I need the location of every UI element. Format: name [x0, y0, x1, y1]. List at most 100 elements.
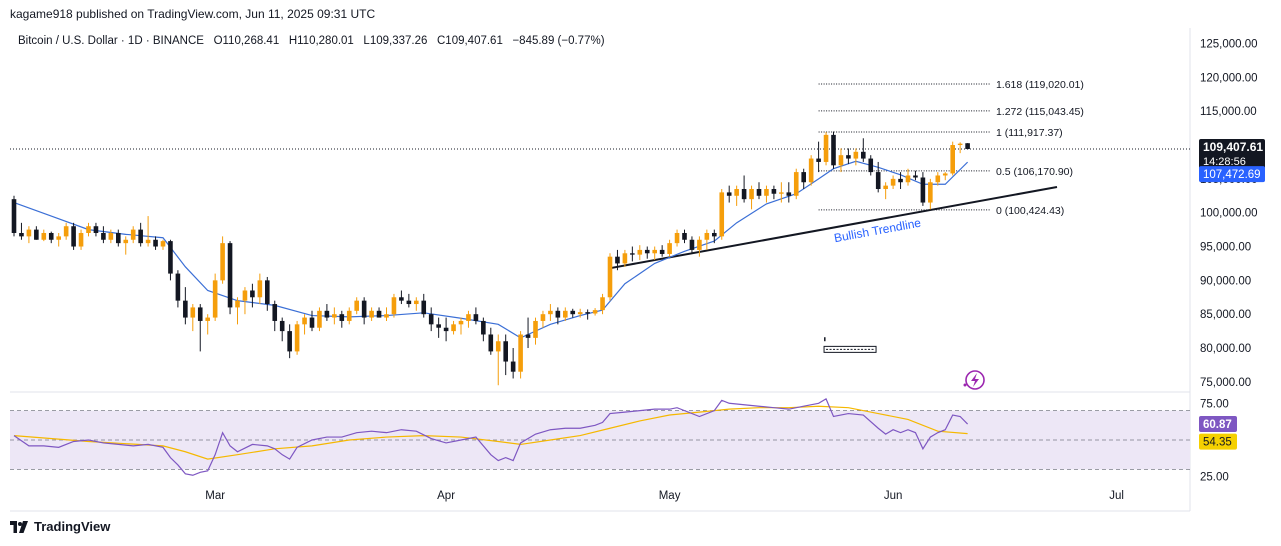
high-label: H: [288, 35, 298, 47]
candle-body: [697, 239, 702, 250]
candle-body: [808, 158, 814, 183]
candle-body: [108, 232, 114, 240]
candle-body: [555, 310, 561, 318]
last-price-tag-label: 109,407.61: [1203, 140, 1263, 154]
candle-body: [540, 314, 546, 321]
candle-body: [294, 324, 300, 352]
lightning-icon-ring: [965, 370, 985, 390]
candle-body: [376, 310, 382, 318]
x-tick-label: Jun: [884, 490, 903, 502]
candle-body: [548, 310, 553, 315]
candle-body: [674, 232, 680, 244]
candle-body: [145, 239, 151, 244]
candle-body: [332, 314, 337, 318]
open-label: O: [213, 35, 223, 47]
candle-body: [324, 310, 330, 318]
candle-body: [607, 256, 613, 298]
candle-body: [488, 334, 494, 352]
position-box: [823, 345, 877, 353]
high-value: 110,280.01: [297, 35, 354, 47]
candle-body: [823, 134, 829, 162]
candle-body: [48, 232, 54, 240]
candle-body: [56, 236, 61, 240]
candle-body: [630, 253, 635, 255]
candle-body: [928, 182, 933, 203]
candle-body: [257, 280, 263, 298]
fib-level-label: 1.618 (119,020.01): [996, 79, 1084, 91]
candle-body: [183, 300, 188, 318]
candle-body: [272, 304, 278, 321]
candle-body: [138, 229, 143, 244]
fib-level-label: 1.272 (115,043.45): [996, 106, 1084, 118]
candle-body: [101, 232, 106, 240]
rsi-ma-line: [13, 405, 968, 460]
bullish-trendline: [609, 185, 1058, 270]
candle-body: [19, 232, 24, 237]
candle-body: [875, 172, 881, 190]
candle-body: [71, 226, 76, 247]
candle-body: [689, 239, 695, 250]
candle-body: [384, 314, 389, 318]
candle-body: [279, 320, 285, 332]
candle-body: [160, 241, 166, 247]
candle-body: [868, 158, 874, 173]
candle-body: [741, 189, 747, 200]
candle-body: [481, 320, 486, 335]
candle-body: [227, 243, 233, 308]
candle-body: [346, 310, 352, 321]
candle-body: [816, 158, 821, 162]
open-value: 110,268.41: [222, 35, 280, 47]
candle-body: [801, 172, 806, 183]
y-tick-label: 100,000.00: [1200, 208, 1258, 220]
candle-body: [406, 300, 412, 305]
candle-body: [764, 189, 769, 196]
candle-body: [942, 173, 948, 176]
candle-body: [920, 177, 926, 203]
fib-level-label: 0.5 (106,170.90): [996, 166, 1073, 178]
candle-body: [793, 172, 799, 196]
ma-value-tag-label: 107,472.69: [1203, 169, 1261, 181]
candle-body: [913, 175, 918, 178]
candle-body: [518, 334, 523, 372]
candle-body: [41, 232, 47, 240]
y-tick-label: 85,000.00: [1200, 309, 1251, 321]
x-tick-label: May: [659, 490, 681, 502]
candle-body: [585, 312, 590, 314]
candle-body: [339, 314, 345, 321]
y-tick-label: 75,000.00: [1200, 377, 1251, 389]
candle-body: [890, 178, 896, 186]
candle-body: [734, 189, 739, 196]
candle-body: [838, 155, 844, 166]
candle-body: [175, 273, 181, 301]
candle-body: [667, 243, 672, 254]
lightning-icon-bolt: [971, 373, 979, 387]
rsi-ma-value-tag: [1199, 433, 1237, 450]
fib-level-label: 0 (100,424.43): [996, 205, 1064, 217]
candle-body: [399, 297, 404, 301]
candle-body: [786, 192, 792, 196]
moving-average-line: [13, 160, 969, 339]
candle-body: [63, 226, 69, 237]
candle-body: [428, 314, 434, 325]
lightning-icon-dot: [963, 383, 967, 387]
ma-value-tag: [1199, 166, 1265, 183]
candle-body: [250, 290, 255, 298]
candle-body: [458, 320, 464, 325]
candle-body: [317, 310, 322, 328]
candle-body: [451, 324, 456, 332]
tradingview-footer: TradingView: [10, 519, 110, 534]
candle-body: [205, 317, 210, 321]
position-box-marker: [824, 337, 826, 342]
candle-body: [495, 341, 501, 352]
candle-body: [749, 189, 754, 200]
change-value: −845.89 (−0.77%): [512, 35, 605, 47]
publisher-line: kagame918 published on TradingView.com, …: [10, 7, 376, 21]
candle-body: [644, 249, 650, 254]
lightning-icon: [963, 370, 985, 390]
candle-body: [265, 280, 270, 305]
candle-body: [577, 312, 583, 315]
candle-body: [600, 297, 605, 311]
y-tick-label: 80,000.00: [1200, 343, 1251, 355]
candle-body: [652, 249, 657, 254]
